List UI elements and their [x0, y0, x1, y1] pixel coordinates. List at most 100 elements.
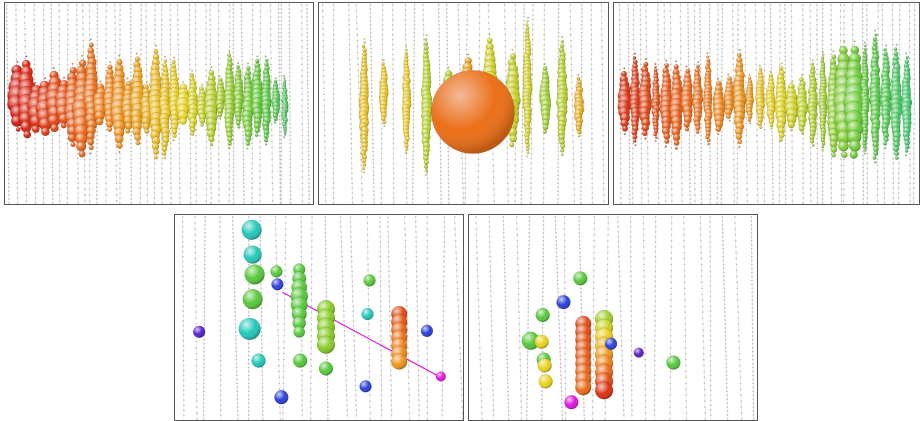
- hit-highlight: [381, 65, 386, 70]
- hit-highlight: [264, 55, 267, 58]
- hit-highlight: [107, 126, 113, 132]
- hit-highlight: [542, 124, 549, 130]
- hit-highlight: [363, 274, 376, 287]
- hit-highlight: [170, 63, 176, 69]
- central-hit: [431, 70, 515, 154]
- hit-highlight: [735, 127, 743, 136]
- hit-highlight: [485, 42, 494, 51]
- hit-highlight: [161, 146, 167, 152]
- hit-highlight: [509, 142, 515, 148]
- hit-highlight: [883, 48, 887, 52]
- hit-highlight: [79, 59, 87, 67]
- hit-highlight: [863, 145, 867, 149]
- hit-highlight: [228, 49, 231, 52]
- hit-highlight: [242, 289, 263, 310]
- hit-highlight: [735, 133, 742, 140]
- hit-highlight: [811, 144, 815, 147]
- hit-highlight: [44, 77, 46, 79]
- event-display-panel-2: [318, 2, 609, 205]
- hit-highlight: [67, 133, 77, 142]
- reconstructed-track: [282, 291, 444, 379]
- hit-highlight: [841, 151, 848, 158]
- hit-highlight: [736, 57, 743, 63]
- hit-highlight: [78, 150, 86, 158]
- hit-highlight: [142, 122, 150, 130]
- hit-highlight: [715, 126, 722, 132]
- hit-highlight: [524, 136, 530, 141]
- hit-highlight: [862, 134, 868, 140]
- hit-highlight: [171, 123, 178, 131]
- hit-highlight: [671, 127, 681, 137]
- hit-highlight: [405, 48, 408, 51]
- hit-highlight: [431, 70, 515, 154]
- hit-highlight: [236, 65, 240, 69]
- hit-highlight: [749, 122, 751, 125]
- hit-highlight: [863, 50, 867, 55]
- hit-highlight: [362, 51, 367, 57]
- hit-highlight: [884, 137, 889, 142]
- hit-highlight: [265, 58, 269, 62]
- hit-highlight: [208, 136, 215, 143]
- hit-highlight: [391, 353, 408, 370]
- hit-highlight: [89, 38, 92, 41]
- hit-highlight: [525, 33, 530, 38]
- hit-highlight: [16, 60, 19, 63]
- hit-highlight: [575, 379, 592, 396]
- hit-highlight: [403, 140, 409, 145]
- hit-highlight: [227, 53, 231, 57]
- hit-highlight: [780, 62, 783, 65]
- hit-highlight: [172, 139, 175, 142]
- hit-highlight: [87, 47, 94, 54]
- event-display-4-canvas: [181, 215, 463, 420]
- hit-highlight: [905, 56, 909, 59]
- hit-highlight: [663, 133, 671, 140]
- hit-highlight: [86, 132, 95, 141]
- hit-highlight: [362, 44, 366, 48]
- hit-highlight: [778, 137, 783, 142]
- hit-highlight: [511, 48, 514, 51]
- hit-highlight: [162, 66, 169, 73]
- event-display-panel-5: [468, 214, 758, 421]
- hit-highlight: [894, 151, 899, 156]
- hit-highlight: [190, 127, 196, 133]
- hit-highlight: [283, 128, 287, 132]
- hit-highlight: [577, 130, 582, 135]
- hit-highlight: [905, 154, 907, 156]
- event-display-1-canvas: [5, 3, 310, 204]
- hit-highlight: [664, 145, 667, 148]
- hit-highlight: [362, 48, 367, 53]
- hit-highlight: [424, 38, 428, 41]
- hit-highlight: [509, 134, 517, 143]
- hit-highlight: [143, 84, 149, 90]
- hit-highlight: [904, 59, 909, 64]
- hit-highlight: [786, 114, 797, 124]
- hit-highlight: [34, 82, 36, 84]
- hit-highlight: [134, 56, 140, 62]
- hit-highlight: [264, 62, 269, 67]
- hit-highlight: [201, 83, 203, 86]
- hit-highlight: [488, 33, 491, 35]
- hit-highlight: [821, 50, 824, 53]
- hit-highlight: [883, 51, 888, 57]
- hit-highlight: [227, 141, 232, 146]
- hit-highlight: [359, 380, 372, 393]
- hit-highlight: [274, 77, 277, 80]
- hit-highlight: [874, 33, 878, 37]
- hit-highlight: [862, 141, 867, 146]
- hit-highlight: [525, 29, 530, 34]
- hit-highlight: [573, 271, 588, 286]
- hit-highlight: [525, 139, 530, 145]
- hit-highlight: [706, 58, 710, 63]
- hit-highlight: [694, 120, 701, 127]
- hit-highlight: [421, 324, 433, 337]
- hit-highlight: [895, 156, 899, 160]
- hit-highlight: [404, 143, 409, 148]
- hit-highlight: [254, 127, 260, 134]
- hit-highlight: [561, 36, 564, 38]
- hit-highlight: [226, 131, 233, 138]
- hit-highlight: [624, 133, 626, 135]
- hit-highlight: [787, 121, 795, 128]
- hit-highlight: [863, 152, 866, 155]
- hit-cluster: [7, 38, 289, 160]
- hit-highlight: [361, 167, 365, 170]
